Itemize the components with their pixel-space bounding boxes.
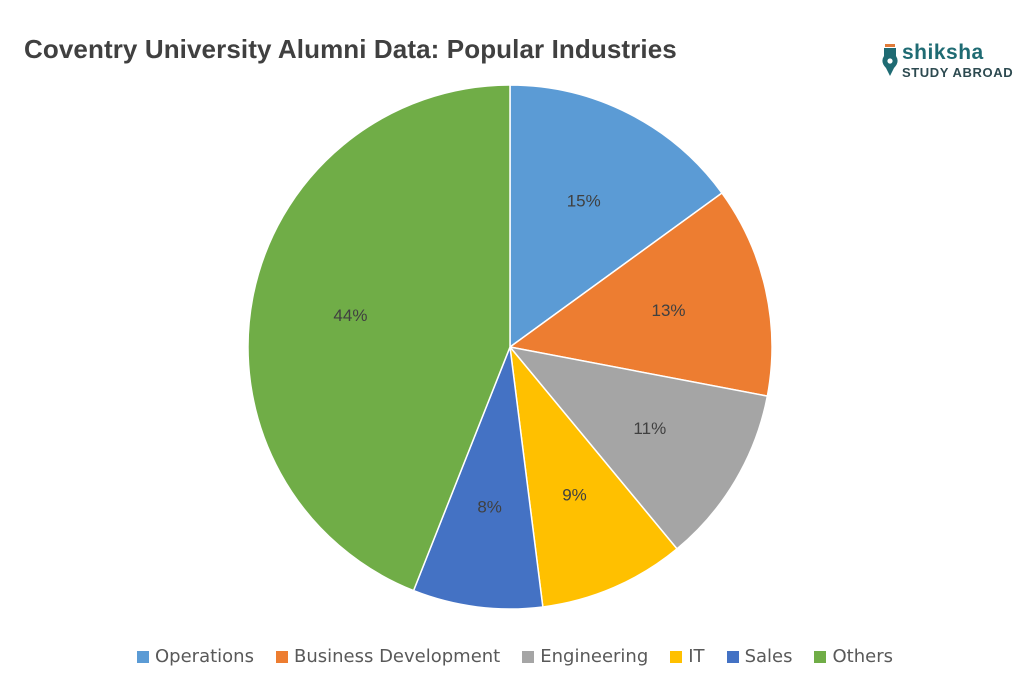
- pie-label-operations: 15%: [567, 192, 601, 211]
- pie-label-sales: 8%: [477, 498, 502, 517]
- legend-item-it: IT: [670, 646, 705, 667]
- legend-item-sales: Sales: [726, 646, 793, 667]
- legend-label: Others: [832, 646, 893, 667]
- legend-label: Business Development: [293, 646, 501, 667]
- pie-slice-engineering: [508, 345, 769, 550]
- logo-tagline: STUDY ABROAD: [902, 65, 1014, 80]
- legend-swatch: [670, 650, 683, 663]
- shiksha-logo: shiksha STUDY ABROAD: [880, 41, 1014, 88]
- legend-item-engineering: Engineering: [522, 646, 648, 667]
- pie-slice-operations: [509, 84, 724, 349]
- pie-label-engineering: 11%: [633, 419, 666, 438]
- legend-label: Operations: [155, 646, 254, 667]
- chart-legend: Operations Business Development Engineerin…: [0, 646, 1020, 667]
- pie-chart: 15% 13% 11% 9% 8% 44%: [247, 84, 773, 610]
- chart-title: Coventry University Alumni Data: Popular…: [24, 34, 677, 64]
- legend-label: Sales: [744, 646, 793, 667]
- legend-item-operations: Operations: [137, 646, 254, 667]
- legend-swatch: [726, 650, 739, 663]
- logo-wordmark: shiksha: [902, 41, 984, 64]
- pen-nib-icon: [882, 44, 898, 76]
- pie-slice-others: [247, 84, 511, 592]
- pie-label-it: 9%: [562, 486, 587, 505]
- legend-swatch: [137, 650, 149, 663]
- legend-item-others: Others: [814, 646, 893, 667]
- pie-label-business-development: 13%: [652, 301, 686, 320]
- pie-label-others: 44%: [333, 306, 367, 325]
- legend-item-business-development: Business Development: [275, 646, 501, 667]
- legend-swatch: [522, 650, 535, 663]
- legend-label: IT: [688, 646, 705, 667]
- pie-slice-sales: [412, 346, 544, 610]
- legend-label: Engineering: [540, 646, 649, 667]
- legend-swatch: [814, 650, 827, 663]
- legend-swatch: [275, 650, 288, 663]
- pie-slice-business-development: [508, 191, 773, 397]
- pie-slices: [247, 84, 773, 610]
- pie-labels: 15% 13% 11% 9% 8% 44%: [333, 192, 685, 517]
- pie-slice-it: [508, 344, 679, 608]
